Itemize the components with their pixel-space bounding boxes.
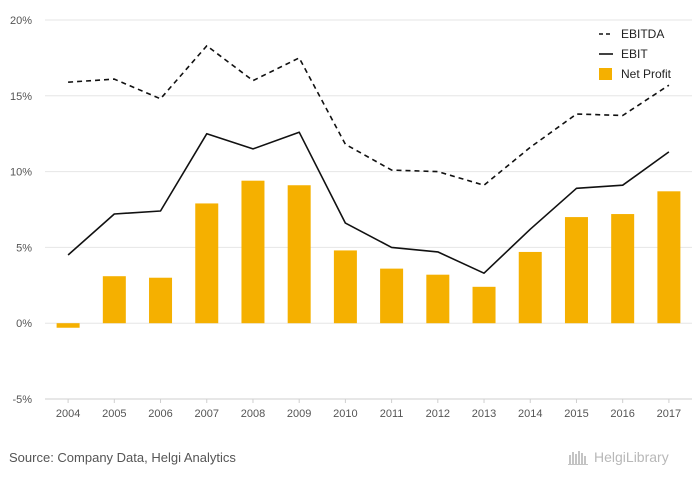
- net-profit-bar: [333, 250, 357, 324]
- net-profit-bar: [380, 268, 404, 324]
- x-tick-label: 2013: [472, 408, 496, 420]
- legend-swatch: [599, 68, 612, 80]
- net-profit-bar: [657, 191, 681, 324]
- y-tick-label: 20%: [10, 15, 32, 27]
- legend: EBITDA EBIT Net Profit: [599, 27, 672, 81]
- y-tick-label: 5%: [16, 242, 32, 254]
- x-tick-label: 2012: [426, 408, 450, 420]
- net-profit-bar: [195, 203, 219, 324]
- y-axis-ticks: 20% 15% 10% 5% 0% -5%: [10, 15, 32, 406]
- net-profit-bar: [426, 274, 450, 324]
- y-tick-label: 0%: [16, 318, 32, 330]
- x-tick-label: 2005: [102, 408, 126, 420]
- net-profit-bars: [56, 180, 681, 328]
- net-profit-bar: [472, 286, 496, 324]
- legend-label: EBITDA: [621, 27, 664, 41]
- net-profit-bar: [518, 251, 542, 324]
- x-tick-label: 2014: [518, 408, 542, 420]
- net-profit-bar: [241, 180, 265, 324]
- x-axis-ticks: 2004 2005 2006 2007 2008 2009 2010 2011 2012 2013…: [56, 399, 681, 420]
- legend-label: EBIT: [621, 47, 648, 61]
- ebit-line: [67, 131, 670, 275]
- net-profit-bar: [287, 185, 311, 324]
- x-tick-label: 2011: [380, 408, 404, 420]
- x-tick-label: 2004: [56, 408, 80, 420]
- x-tick-label: 2009: [287, 408, 311, 420]
- y-tick-label: 10%: [10, 167, 32, 179]
- y-tick-label: 15%: [10, 91, 32, 103]
- net-profit-bar: [102, 276, 126, 324]
- net-profit-bar: [564, 217, 588, 324]
- x-tick-label: 2015: [564, 408, 588, 420]
- library-icon: [568, 451, 588, 465]
- net-profit-bar: [56, 323, 80, 328]
- net-profit-bar: [149, 277, 173, 324]
- y-tick-label: -5%: [12, 394, 32, 406]
- gridlines: [45, 19, 692, 400]
- net-profit-bar: [611, 214, 635, 324]
- x-tick-label: 2016: [610, 408, 634, 420]
- x-tick-label: 2007: [195, 408, 219, 420]
- line-series: [67, 44, 670, 275]
- legend-label: Net Profit: [621, 67, 672, 81]
- x-tick-label: 2006: [148, 408, 172, 420]
- brand-name: HelgiLibrary: [594, 449, 669, 465]
- brand-logo: HelgiLibrary: [568, 449, 669, 465]
- ebitda-line: [68, 44, 670, 186]
- source-note: Source: Company Data, Helgi Analytics: [9, 450, 236, 465]
- x-tick-label: 2008: [241, 408, 265, 420]
- x-tick-label: 2017: [657, 408, 681, 420]
- x-tick-label: 2010: [333, 408, 357, 420]
- chart: 20%15%10%5%0%-5% 2004 2005 2006 2007 2008 200…: [10, 15, 692, 420]
